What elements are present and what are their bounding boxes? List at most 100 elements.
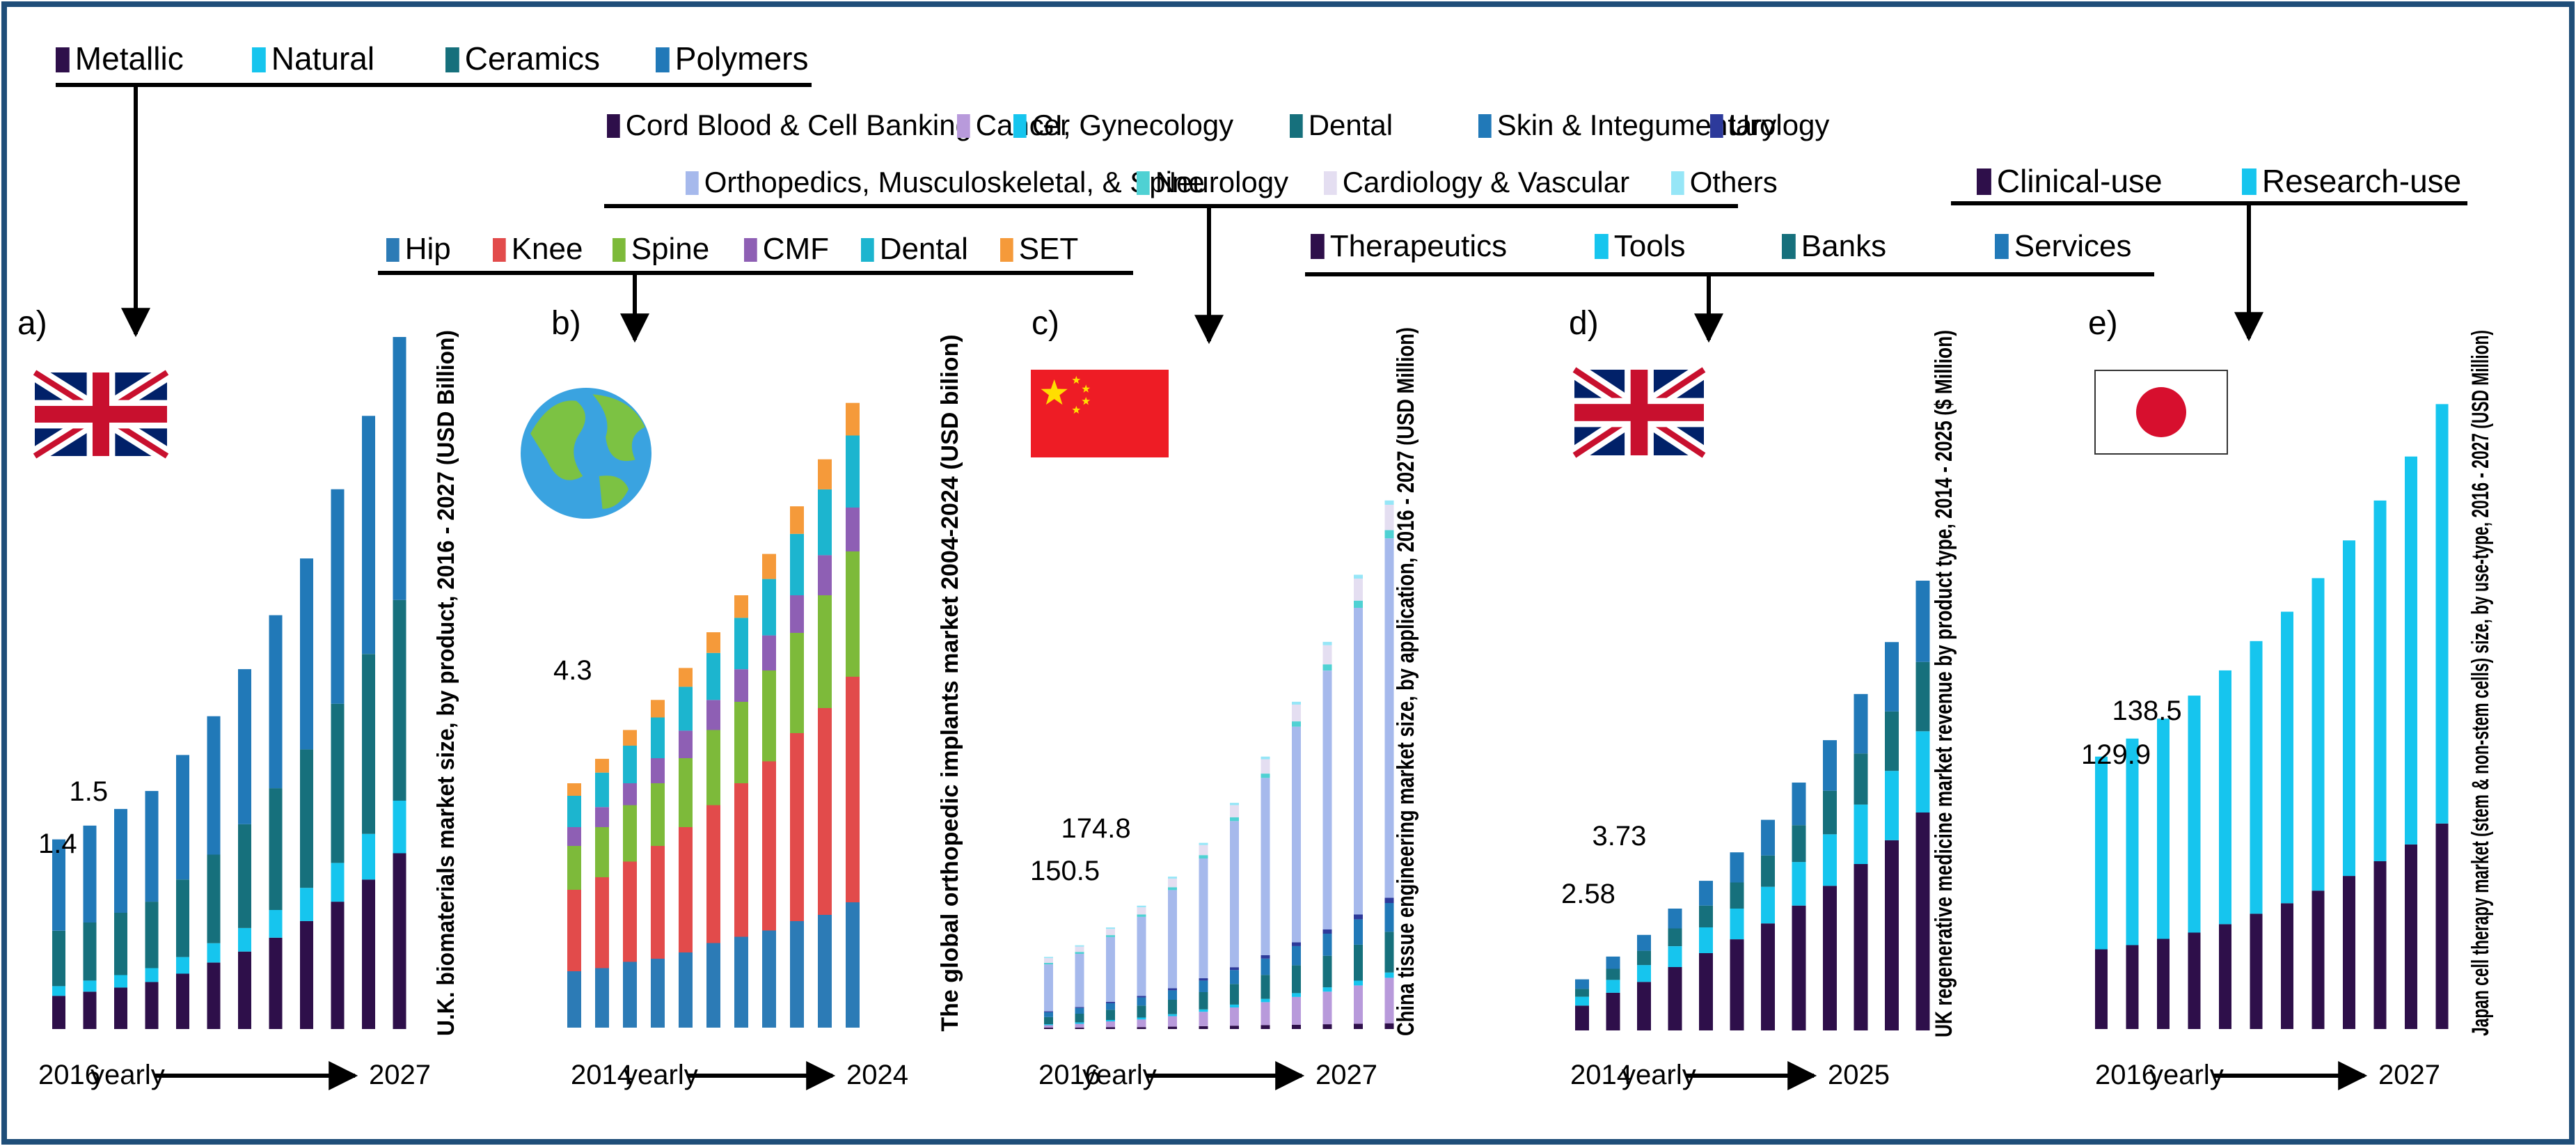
- bar-segment-cord-blood-cell-banking-2025: [1322, 1024, 1332, 1029]
- bar-segment-neurology-2023: [1261, 774, 1270, 778]
- bar-segment-orthopedics-musculoskeletal-spine-2020: [1168, 890, 1177, 989]
- bar-segment-neurology-2017: [1075, 952, 1084, 954]
- flag-china-icon: [1031, 370, 1169, 457]
- bar-segment-research-use-2018: [2157, 719, 2170, 939]
- bar-segment-tools-2019: [1730, 909, 1744, 940]
- bar-segment-urology-2027: [1384, 897, 1394, 903]
- bar-segment-clinical-use-2024: [2343, 876, 2355, 1029]
- bar-segment-cardiology-vascular-2018: [1106, 929, 1115, 936]
- bar-segment-gi-gynecology-2024: [1292, 993, 1301, 997]
- y-axis-label: UK regenerative medicine market revenue …: [1931, 330, 1957, 1037]
- legend-swatch: [252, 47, 266, 72]
- legend-swatch: [386, 238, 400, 262]
- bar-segment-banks-2023: [1854, 753, 1868, 805]
- panel-label: e): [2088, 305, 2118, 342]
- legend-swatch: [1977, 168, 1991, 195]
- bar-segment-cord-blood-cell-banking-2018: [1106, 1027, 1115, 1029]
- bar-segment-research-use-2019: [2188, 696, 2201, 933]
- bar-segment-neurology-2027: [1384, 530, 1394, 539]
- legend-swatch: [1478, 114, 1492, 138]
- bar-segment-dental-2017: [651, 717, 665, 758]
- bar-segment-natural-2027: [393, 801, 406, 854]
- bar-segment-urology-2025: [1322, 929, 1332, 934]
- bar-segment-therapeutics-2022: [1823, 886, 1837, 1030]
- bar-segment-urology-2024: [1292, 942, 1301, 946]
- bar-segment-neurology-2025: [1322, 664, 1332, 671]
- bar-segment-set-2024: [846, 402, 860, 436]
- bar-segment-spine-2018: [679, 758, 693, 827]
- legend-label: Ceramics: [465, 40, 600, 77]
- legend-label: Banks: [1801, 229, 1886, 263]
- bar-segment-tools-2022: [1823, 834, 1837, 886]
- bar-segment-set-2018: [679, 668, 693, 687]
- bar-segment-natural-2025: [331, 863, 345, 902]
- bar-segment-others-2025: [1322, 641, 1332, 645]
- bar-segment-others-2026: [1354, 574, 1363, 579]
- bar-segment-cardiology-vascular-2027: [1384, 505, 1394, 531]
- bar-segment-services-2022: [1823, 740, 1837, 791]
- bar-segment-natural-2021: [207, 943, 221, 963]
- bar-segment-tools-2020: [1761, 886, 1775, 924]
- bar-segment-spine-2019: [706, 730, 720, 806]
- bar-segment-skin-integumentary-2017: [1075, 1007, 1084, 1014]
- bar-segment-gi-gynecology-2018: [1106, 1019, 1115, 1021]
- bar-segment-gi-gynecology-2019: [1137, 1017, 1146, 1020]
- bar-segment-clinical-use-2016: [2095, 949, 2108, 1029]
- bar-segment-gi-gynecology-2017: [1075, 1022, 1084, 1024]
- bar-segment-metallic-2020: [176, 973, 189, 1029]
- bar-segment-orthopedics-musculoskeletal-spine-2025: [1322, 670, 1332, 929]
- bar-segment-others-2027: [1384, 500, 1394, 505]
- bar-segment-spine-2016: [623, 805, 637, 862]
- bar-segment-therapeutics-2024: [1885, 840, 1899, 1030]
- bar-segment-skin-integumentary-2021: [1199, 980, 1208, 992]
- bar-segment-therapeutics-2021: [1792, 905, 1806, 1030]
- bar-segment-orthopedics-musculoskeletal-spine-2021: [1199, 858, 1208, 979]
- bar-segment-gi-gynecology-2020: [1168, 1014, 1177, 1017]
- legend-item-middle_row1-4: Skin & Integumentary: [1478, 109, 1776, 141]
- bar-segment-clinical-use-2018: [2157, 939, 2170, 1029]
- bar-segment-hip-2021: [762, 930, 776, 1028]
- bar-segment-cmf-2024: [846, 508, 860, 551]
- bar-segment-spine-2021: [762, 670, 776, 762]
- legend-swatch: [493, 238, 506, 262]
- bar-segment-cmf-2021: [762, 635, 776, 670]
- bar-segment-neurology-2021: [1199, 855, 1208, 858]
- bar-segment-urology-2018: [1106, 1001, 1115, 1003]
- x-axis-end-label: 2027: [369, 1060, 431, 1090]
- bar-segment-others-2020: [1168, 877, 1177, 879]
- bar-segment-dental-2019: [1137, 1005, 1146, 1018]
- bar-segment-dental-2021: [1199, 992, 1208, 1010]
- bar-segment-cancer-2023: [1261, 1002, 1270, 1026]
- legend-label: Skin & Integumentary: [1497, 109, 1777, 141]
- bar-segment-hip-2022: [790, 921, 804, 1028]
- bar-segment-cmf-2015: [595, 807, 609, 827]
- bar-segment-orthopedics-musculoskeletal-spine-2019: [1137, 916, 1146, 996]
- bar-segment-therapeutics-2025: [1915, 813, 1930, 1030]
- bar-segment-tools-2023: [1854, 804, 1868, 864]
- bar-segment-polymers-2020: [176, 755, 189, 880]
- bar-segment-polymers-2017: [83, 825, 97, 923]
- x-axis-yearly-label: yearly: [624, 1060, 698, 1090]
- bar-segment-research-use-2022: [2281, 611, 2293, 904]
- bar-segment-banks-2019: [1730, 882, 1744, 909]
- bar-segment-ceramics-2023: [269, 788, 283, 910]
- legend-label: Clinical-use: [1997, 163, 2163, 199]
- bar-segment-knee-2016: [623, 861, 637, 962]
- bar-segment-tools-2025: [1915, 731, 1930, 813]
- legend-item-b_legend-5: SET: [1000, 232, 1078, 266]
- bar-segment-metallic-2026: [362, 879, 375, 1029]
- legend-label: Polymers: [675, 40, 809, 77]
- bar-segment-gi-gynecology-2026: [1354, 980, 1363, 986]
- bar-segment-cancer-2024: [1292, 996, 1301, 1025]
- bar-segment-polymers-2018: [114, 808, 127, 913]
- bar-segment-set-2020: [734, 595, 748, 618]
- bar-segment-banks-2016: [1637, 950, 1651, 966]
- x-axis-end-label: 2027: [1315, 1060, 1377, 1090]
- bar-segment-set-2019: [706, 632, 720, 653]
- data-label: 4.3: [553, 655, 592, 686]
- legend-item-middle_row2-2: Cardiology & Vascular: [1324, 166, 1629, 198]
- bar-segment-neurology-2022: [1230, 817, 1239, 822]
- data-label: 2.58: [1561, 879, 1615, 909]
- bar-segment-gi-gynecology-2023: [1261, 998, 1270, 1003]
- legend-swatch: [445, 47, 459, 72]
